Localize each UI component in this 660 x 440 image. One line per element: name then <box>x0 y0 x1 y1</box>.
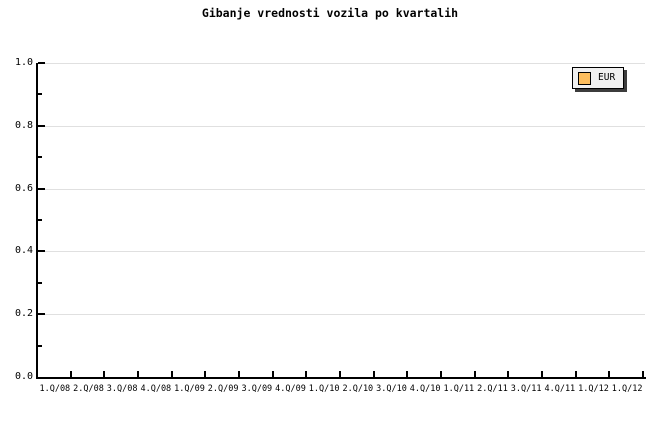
x-tick-label: 3.Q/11 <box>510 384 542 394</box>
x-tick-label: 4.Q/11 <box>544 384 576 394</box>
legend-swatch-eur <box>578 71 591 85</box>
gridline <box>38 63 645 64</box>
y-tick-label: 1.0 <box>14 57 33 68</box>
x-tick <box>406 371 408 377</box>
y-minor-tick <box>38 156 42 158</box>
y-minor-tick <box>38 345 42 347</box>
legend: EUR <box>572 67 625 89</box>
x-axis-labels: 1.Q/08 2.Q/08 3.Q/08 4.Q/08 1.Q/09 2.Q/09 3.Q/… <box>38 384 644 396</box>
x-tick-label: 2.Q/08 <box>73 384 104 394</box>
y-tick-label: 0.0 <box>14 371 33 382</box>
y-tick-label: 0.6 <box>14 183 33 194</box>
y-tick-label: 0.2 <box>14 308 33 319</box>
chart-title: Gibanje vrednosti vozila po kvartalih <box>201 6 459 20</box>
x-tick <box>474 371 476 377</box>
x-tick-label: 3.Q/08 <box>106 384 138 394</box>
x-tick <box>103 371 105 377</box>
x-tick <box>440 371 442 377</box>
x-tick-label: 3.Q/10 <box>376 384 407 394</box>
x-tick-label: 1.Q/10 <box>308 384 340 394</box>
x-tick <box>642 371 644 377</box>
x-tick-label: 1.Q/08 <box>39 384 71 394</box>
y-major-tick <box>38 62 45 64</box>
gridline <box>38 314 645 315</box>
x-tick <box>70 371 72 377</box>
x-tick-label: 1.Q/12 <box>578 384 609 394</box>
x-axis-line <box>36 377 646 379</box>
y-major-tick <box>38 125 45 127</box>
legend-label: EUR <box>598 72 616 83</box>
x-tick-label: 2.Q/09 <box>207 384 239 394</box>
x-tick <box>204 371 206 377</box>
x-tick <box>272 371 274 377</box>
y-major-tick <box>38 250 45 252</box>
y-tick-label: 0.8 <box>14 120 33 131</box>
x-tick <box>305 371 307 377</box>
x-tick-label: 3.Q/09 <box>241 384 273 394</box>
x-tick-label: 1.Q/09 <box>174 384 205 394</box>
y-tick-label: 0.4 <box>14 245 33 256</box>
y-axis-labels: 0.0 0.2 0.4 0.6 0.8 1.0 <box>0 57 33 382</box>
x-tick-label: 4.Q/08 <box>140 384 172 394</box>
y-major-tick <box>38 313 45 315</box>
gridline <box>38 251 645 252</box>
plot-area <box>36 62 646 379</box>
x-tick <box>137 371 139 377</box>
y-minor-tick <box>38 93 42 95</box>
x-tick <box>507 371 509 377</box>
gridline <box>38 126 645 127</box>
y-major-tick <box>38 188 45 190</box>
x-tick <box>373 371 375 377</box>
y-axis-line <box>36 63 38 379</box>
x-tick <box>575 371 577 377</box>
x-tick <box>238 371 240 377</box>
x-tick <box>541 371 543 377</box>
y-minor-tick <box>38 282 42 284</box>
x-tick-label: 4.Q/09 <box>275 384 306 394</box>
x-tick-label: 2.Q/10 <box>342 384 374 394</box>
x-tick <box>171 371 173 377</box>
x-tick <box>339 371 341 377</box>
x-tick-label: 1.Q/12 <box>611 384 643 394</box>
x-tick <box>608 371 610 377</box>
gridline <box>38 189 645 190</box>
x-tick-label: 4.Q/10 <box>409 384 441 394</box>
x-tick-label: 1.Q/11 <box>443 384 475 394</box>
y-minor-tick <box>38 219 42 221</box>
x-tick-label: 2.Q/11 <box>477 384 508 394</box>
